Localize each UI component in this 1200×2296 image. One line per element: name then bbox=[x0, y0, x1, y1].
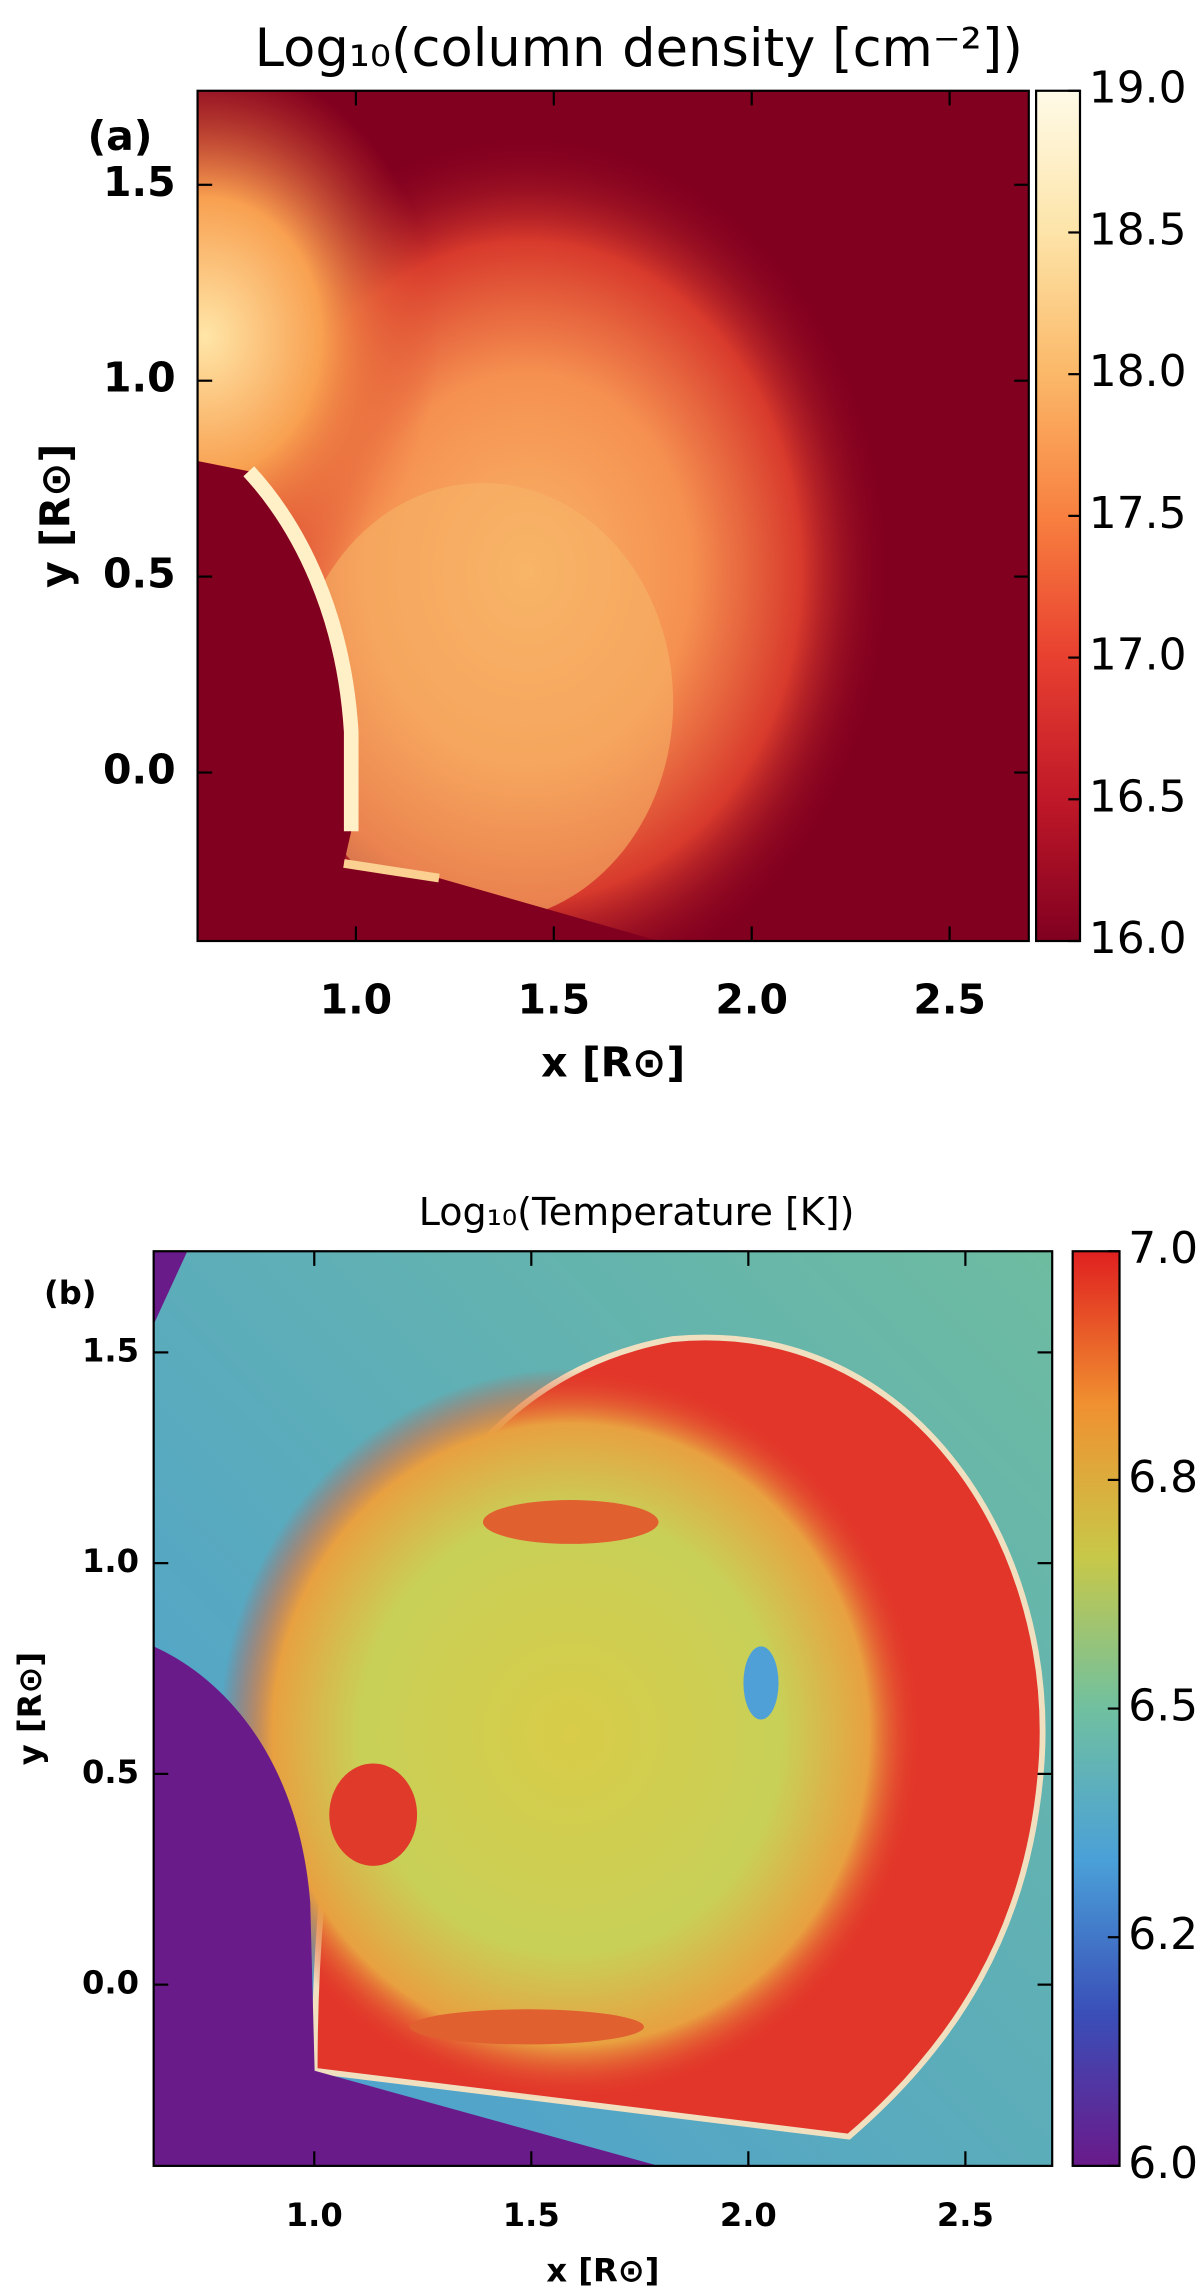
colorbar-tick-label: 18.0 bbox=[1089, 346, 1187, 397]
colorbar-tick-label: 17.0 bbox=[1089, 630, 1187, 681]
x-tick-label: 1.5 bbox=[503, 2196, 560, 2234]
panel-label: (a) bbox=[87, 112, 152, 160]
plot-frame bbox=[196, 89, 1030, 943]
heatmap-image bbox=[153, 1251, 1053, 2166]
y-tick-label: 1.0 bbox=[82, 1542, 139, 1580]
x-axis-label: x [R⊙] bbox=[541, 1038, 685, 1086]
x-tick-label: 2.5 bbox=[913, 975, 986, 1023]
y-tick-label: 1.5 bbox=[103, 158, 176, 206]
colorbar-tick-label: 6.8 bbox=[1128, 1452, 1198, 1503]
x-tick-label: 1.5 bbox=[518, 975, 591, 1023]
y-tick-label: 0.5 bbox=[82, 1753, 139, 1791]
chart-title: Log₁₀(Temperature [K]) bbox=[419, 1190, 855, 1234]
colorbar-tick-label: 19.0 bbox=[1089, 63, 1187, 114]
colorbar-tick-label: 16.5 bbox=[1089, 771, 1187, 822]
x-tick-label: 1.0 bbox=[320, 975, 393, 1023]
panel-label: (b) bbox=[44, 1274, 96, 1312]
x-axis-label: x [R⊙] bbox=[546, 2252, 659, 2290]
x-tick-label: 2.0 bbox=[720, 2196, 777, 2234]
x-tick-label: 2.0 bbox=[715, 975, 788, 1023]
colorbar-tick-label: 7.0 bbox=[1128, 1223, 1198, 1274]
plot-frame bbox=[152, 1250, 1054, 2167]
x-tick-label: 1.0 bbox=[286, 2196, 343, 2234]
y-tick-label: 1.5 bbox=[82, 1331, 139, 1369]
x-tick-label: 2.5 bbox=[937, 2196, 994, 2234]
chart-title: Log₁₀(column density [cm⁻²]) bbox=[255, 18, 1023, 79]
y-axis-label: y [R⊙] bbox=[32, 444, 80, 588]
colorbar-tick-label: 6.0 bbox=[1128, 2138, 1198, 2189]
colorbar-tick-label: 18.5 bbox=[1089, 204, 1187, 255]
colorbar-tick-label: 6.5 bbox=[1128, 1681, 1198, 1732]
y-tick-label: 1.0 bbox=[103, 354, 176, 402]
y-tick-label: 0.0 bbox=[82, 1964, 139, 2002]
y-axis-label: y [R⊙] bbox=[11, 1652, 49, 1765]
colorbar-tick-label: 17.5 bbox=[1089, 488, 1187, 539]
y-tick-label: 0.5 bbox=[103, 550, 176, 598]
colorbar-tick-label: 6.2 bbox=[1128, 1909, 1198, 1960]
heatmap-image bbox=[197, 90, 1029, 941]
y-tick-label: 0.0 bbox=[103, 746, 176, 794]
colorbar-tick-label: 16.0 bbox=[1089, 913, 1187, 964]
